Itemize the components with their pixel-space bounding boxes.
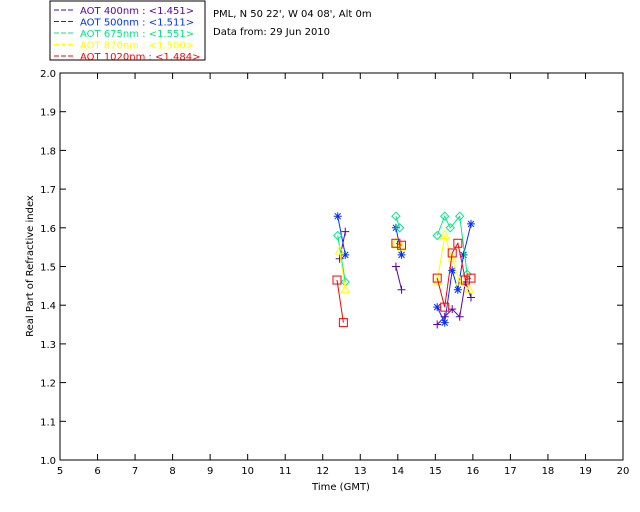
legend-entry: AOT 500nm : <1.511> <box>80 18 194 29</box>
square-marker <box>453 238 463 248</box>
plus-marker <box>341 227 350 236</box>
asterisk-marker <box>397 250 406 259</box>
x-tick-label: 20 <box>617 466 630 477</box>
x-axis-label: Time (GMT) <box>311 482 370 493</box>
triangle-marker <box>432 275 443 286</box>
header-station: PML, N 50 22', W 04 08', Alt 0m <box>213 9 372 20</box>
legend-entry: AOT 400nm : <1.451> <box>80 6 194 17</box>
square-marker <box>338 318 348 328</box>
asterisk-marker <box>433 303 442 312</box>
x-tick-label: 11 <box>279 466 292 477</box>
y-tick-label: 1.1 <box>40 417 56 428</box>
legend-entry: AOT 675nm : <1.551> <box>80 29 194 40</box>
y-tick-label: 1.2 <box>40 379 56 390</box>
y-axis-label: Real Part of Refractive index <box>25 195 36 337</box>
asterisk-marker <box>459 250 468 259</box>
x-tick-label: 19 <box>579 466 592 477</box>
data-marks <box>332 211 476 329</box>
triangle-marker <box>447 252 458 263</box>
plus-marker <box>335 254 344 263</box>
legend-entry: AOT 870nm : <1.500> <box>80 41 194 52</box>
x-tick-label: 8 <box>169 466 175 477</box>
diamond-marker <box>445 223 456 233</box>
series-4 <box>332 238 476 328</box>
series-0 <box>335 227 475 329</box>
legend-entry: AOT 1020nm : <1.484> <box>80 52 200 63</box>
x-tick-label: 16 <box>466 466 479 477</box>
legend-box <box>49 0 206 61</box>
y-tick-label: 1.5 <box>40 263 56 274</box>
asterisk-marker <box>341 250 350 259</box>
y-tick-label: 1.9 <box>40 108 56 119</box>
plus-marker <box>391 262 400 271</box>
y-tick-label: 1.4 <box>40 301 56 312</box>
axes: 5 6 7 8 9 10 11 12 13 14 15 16 17 18 19 20 1.0 1.1 1.2 1.3 1… <box>40 69 629 477</box>
y-tick-label: 1.8 <box>40 146 56 157</box>
triangle-marker <box>334 244 345 255</box>
x-tick-label: 17 <box>504 466 517 477</box>
asterisk-marker <box>453 285 462 294</box>
diamond-marker <box>440 211 450 221</box>
square-marker <box>466 273 476 283</box>
y-tick-label: 1.7 <box>40 185 56 196</box>
x-tick-label: 7 <box>132 466 138 477</box>
y-tick-label: 1.6 <box>40 224 56 235</box>
square-marker <box>460 275 470 285</box>
asterisk-marker <box>440 318 449 327</box>
x-tick-label: 14 <box>391 466 404 477</box>
y-tick-label: 2.0 <box>40 69 56 80</box>
diamond-marker <box>455 211 465 221</box>
legend: AOT 400nm : <1.451>AOT 500nm : <1.511>AO… <box>54 6 200 63</box>
diamond-marker <box>432 230 442 241</box>
square-marker <box>432 273 442 283</box>
y-tick-label: 1.3 <box>40 340 56 351</box>
series-3 <box>334 229 474 294</box>
triangle-marker <box>340 283 351 294</box>
series-line <box>339 235 470 291</box>
triangle-marker <box>464 283 474 294</box>
series-line <box>337 214 468 283</box>
plus-marker <box>466 293 475 302</box>
series-line <box>336 241 472 323</box>
asterisk-marker <box>333 212 342 221</box>
header-date: Data from: 29 Jun 2010 <box>213 27 330 38</box>
x-tick-label: 12 <box>316 466 329 477</box>
plus-marker <box>397 285 406 294</box>
x-tick-label: 9 <box>207 466 213 477</box>
plus-marker <box>433 320 442 329</box>
y-tick-label: 1.0 <box>40 456 56 467</box>
square-marker <box>332 275 342 285</box>
x-tick-label: 10 <box>241 466 254 477</box>
x-tick-label: 18 <box>542 466 555 477</box>
diamond-marker <box>333 230 343 241</box>
asterisk-marker <box>448 266 457 275</box>
x-tick-label: 6 <box>94 466 100 477</box>
square-marker <box>397 240 407 250</box>
square-marker <box>447 248 457 258</box>
series-2 <box>333 211 472 287</box>
plus-marker <box>448 305 457 314</box>
x-tick-label: 5 <box>57 466 63 477</box>
asterisk-marker <box>466 219 475 228</box>
x-tick-label: 15 <box>429 466 442 477</box>
x-tick-label: 13 <box>354 466 367 477</box>
diamond-marker <box>391 211 401 221</box>
square-marker <box>391 238 401 248</box>
plus-marker <box>455 312 464 321</box>
triangle-marker <box>439 229 450 240</box>
diamond-marker <box>394 223 405 233</box>
square-marker <box>440 302 450 312</box>
